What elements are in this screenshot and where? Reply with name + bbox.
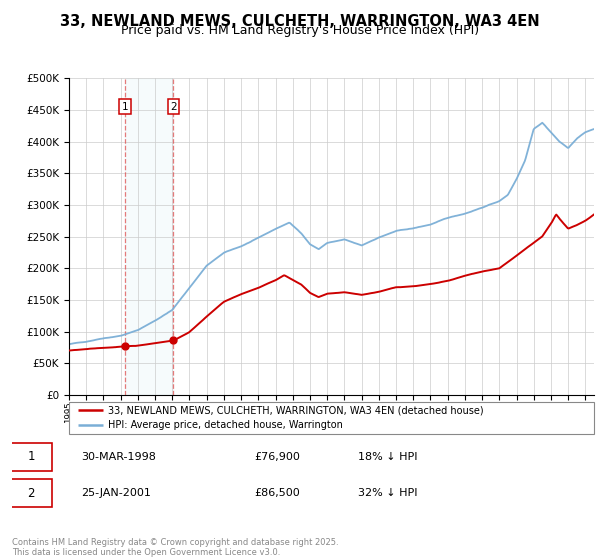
FancyBboxPatch shape xyxy=(69,402,594,434)
Text: 32% ↓ HPI: 32% ↓ HPI xyxy=(358,488,417,498)
Text: Price paid vs. HM Land Registry's House Price Index (HPI): Price paid vs. HM Land Registry's House … xyxy=(121,24,479,37)
Text: 33, NEWLAND MEWS, CULCHETH, WARRINGTON, WA3 4EN: 33, NEWLAND MEWS, CULCHETH, WARRINGTON, … xyxy=(60,14,540,29)
Text: 25-JAN-2001: 25-JAN-2001 xyxy=(81,488,151,498)
FancyBboxPatch shape xyxy=(9,479,52,507)
Text: £76,900: £76,900 xyxy=(254,452,300,462)
Text: 1: 1 xyxy=(122,102,128,112)
Bar xyxy=(125,78,173,395)
Text: 33, NEWLAND MEWS, CULCHETH, WARRINGTON, WA3 4EN (detached house): 33, NEWLAND MEWS, CULCHETH, WARRINGTON, … xyxy=(109,405,484,416)
Text: 30-MAR-1998: 30-MAR-1998 xyxy=(81,452,156,462)
Text: £86,500: £86,500 xyxy=(254,488,299,498)
FancyBboxPatch shape xyxy=(9,443,52,471)
Text: 1: 1 xyxy=(27,450,35,464)
Text: HPI: Average price, detached house, Warrington: HPI: Average price, detached house, Warr… xyxy=(109,420,343,430)
Text: 18% ↓ HPI: 18% ↓ HPI xyxy=(358,452,417,462)
Text: 2: 2 xyxy=(170,102,177,112)
Text: Contains HM Land Registry data © Crown copyright and database right 2025.
This d: Contains HM Land Registry data © Crown c… xyxy=(12,538,338,557)
Text: 2: 2 xyxy=(27,487,35,500)
